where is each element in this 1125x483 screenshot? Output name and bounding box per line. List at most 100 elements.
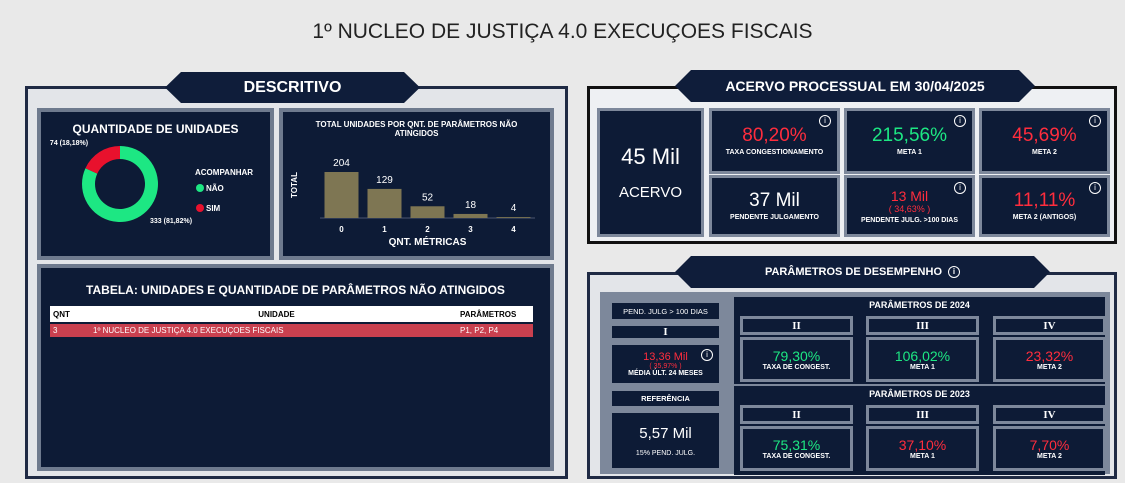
table: QNT UNIDADE PARÂMETROS 3 1º NUCLEO DE JUSTIÇ… (50, 306, 533, 337)
total-label: ACERVO (618, 184, 683, 201)
param-cell: 23,32% META 2 (993, 337, 1106, 382)
donut-slice (85, 146, 120, 174)
kpi-sub: ( 34,63% ) (888, 204, 931, 214)
ref-cell: 5,57 Mil 15% PEND. JULG. (609, 410, 722, 471)
info-icon: i (819, 115, 831, 127)
legend-swatch (196, 184, 204, 192)
param-value: 106,02% (894, 348, 951, 364)
data-label: 204 (333, 158, 350, 169)
kpi-card: i 11,11% META 2 (ANTIGOS) (979, 175, 1110, 237)
column-header: QNT (53, 309, 70, 319)
param-cell: 37,10% META 1 (866, 426, 979, 471)
bar-title: TOTAL UNIDADES POR QNT. DE PARÂMETROS NÃ… (315, 120, 518, 138)
data-label: 4 (511, 203, 517, 214)
kpi-card: 37 Mil PENDENTE JULGAMENTO (709, 175, 840, 237)
bar (453, 213, 488, 218)
kpi-value: 13 Mil (890, 188, 929, 204)
pend-cell: i 13,36 Mil ( 35,97% ) MÉDIA ÚLT. 24 MES… (609, 342, 722, 386)
pend-label: MÉDIA ÚLT. 24 MESES (628, 370, 703, 377)
ref-label: 15% PEND. JULG. (635, 449, 696, 457)
param-value: 79,30% (772, 348, 821, 364)
x-tick-label: 3 (468, 225, 473, 234)
kpi-label: META 1 (897, 149, 922, 156)
bar-card: TOTAL UNIDADES POR QNT. DE PARÂMETROS NÃ… (279, 108, 554, 260)
info-icon: i (1089, 182, 1101, 194)
param-label: META 1 (910, 453, 935, 460)
group-title: PARÂMETROS DE 2023 (869, 389, 970, 399)
bar (367, 188, 402, 218)
param-cell: 79,30% TAXA DE CONGEST. (740, 337, 853, 382)
roman-cell: IV (993, 316, 1106, 335)
roman-cell: IV (993, 405, 1106, 424)
table-card: TABELA: UNIDADES E QUANTIDADE DE PARÂMET… (37, 264, 554, 471)
param-value: 7,70% (1029, 437, 1070, 453)
table-title: TABELA: UNIDADES E QUANTIDADE DE PARÂMET… (86, 283, 505, 297)
info-icon: i (954, 182, 966, 194)
info-icon: i (948, 266, 960, 278)
legend-label: NÃO (206, 184, 224, 193)
page-title: 1º NUCLEO DE JUSTIÇA 4.0 EXECUÇOES FISCA… (312, 20, 813, 43)
descritivo-tab: DESCRITIVO (165, 72, 420, 103)
kpi-card: i 13 Mil( 34,63% ) PENDENTE JULG. >100 DIA… (844, 175, 975, 237)
column-header: PARÂMETROS (460, 309, 517, 319)
roman-cell: II (740, 405, 853, 424)
kpi-label: META 2 (1032, 149, 1057, 156)
param-value: 23,32% (1025, 348, 1074, 364)
roman-cell: III (866, 405, 979, 424)
bar (410, 206, 445, 218)
table-cell: 1º NUCLEO DE JUSTIÇA 4.0 EXECUÇOES FISCA… (93, 326, 284, 335)
acervo-tab: ACERVO PROCESSUAL EM 30/04/2025 (675, 70, 1035, 102)
pend-sub: ( 35,97% ) (649, 363, 682, 370)
pend-roman: I (609, 323, 722, 341)
pend-value: 13,36 Mil (643, 351, 688, 363)
kpi-label: META 2 (ANTIGOS) (1012, 214, 1077, 221)
acervo-total: 45 Mil ACERVO (597, 108, 704, 237)
x-axis-label: QNT. MÉTRICAS (389, 235, 467, 248)
param-value: 37,10% (898, 437, 947, 453)
pend-header: PEND. JULG > 100 DIAS (609, 300, 722, 322)
param-cell: 106,02% META 1 (866, 337, 979, 382)
data-label: 18 (465, 200, 477, 211)
kpi-card: i 45,69% META 2 (979, 108, 1110, 174)
legend-swatch (196, 204, 204, 212)
info-icon: i (701, 349, 713, 361)
param-label: META 1 (910, 364, 935, 371)
ref-header: REFERÊNCIA (609, 388, 722, 409)
kpi-value: 37 Mil (749, 190, 800, 211)
info-icon: i (1089, 115, 1101, 127)
kpi-label: TAXA CONGESTIONAMENTO (725, 149, 824, 156)
x-tick-label: 0 (339, 225, 344, 234)
kpi-label: PENDENTE JULGAMENTO (730, 214, 819, 221)
roman-cell: III (866, 316, 979, 335)
ref-value: 5,57 Mil (639, 424, 692, 442)
table-row: 3 1º NUCLEO DE JUSTIÇA 4.0 EXECUÇOES FISC… (50, 324, 533, 337)
info-icon: i (954, 115, 966, 127)
param-label: META 2 (1037, 453, 1062, 460)
data-label: 129 (376, 175, 393, 186)
bar (496, 217, 531, 218)
param-cell: 75,31% TAXA DE CONGEST. (740, 426, 853, 471)
kpi-label: PENDENTE JULG. >100 DIAS (860, 217, 959, 224)
kpi-value: 11,11% (1013, 190, 1076, 211)
table-cell: P1, P2, P4 (460, 326, 499, 335)
roman-cell: II (740, 316, 853, 335)
kpi-value: 215,56% (871, 125, 947, 146)
table-header: QNT UNIDADE PARÂMETROS (50, 306, 533, 322)
parametros-title: PARÂMETROS DE DESEMPENHO (764, 266, 943, 278)
param-label: TAXA DE CONGEST. (762, 453, 831, 460)
data-label: 52 (422, 192, 434, 203)
kpi-value: 45,69% (1012, 125, 1077, 146)
y-axis-label: TOTAL (290, 172, 299, 198)
bar (324, 172, 359, 218)
table-cell: 3 (53, 326, 58, 335)
donut-label: 74 (18,18%) (49, 140, 89, 147)
param-label: META 2 (1037, 364, 1062, 371)
kpi-card: i 80,20% TAXA CONGESTIONAMENTO (709, 108, 840, 174)
legend-label: SIM (206, 204, 221, 213)
group-title: PARÂMETROS DE 2024 (869, 300, 970, 310)
param-value: 75,31% (772, 437, 821, 453)
donut-label: 333 (81,82%) (150, 218, 193, 225)
param-label: TAXA DE CONGEST. (762, 364, 831, 371)
